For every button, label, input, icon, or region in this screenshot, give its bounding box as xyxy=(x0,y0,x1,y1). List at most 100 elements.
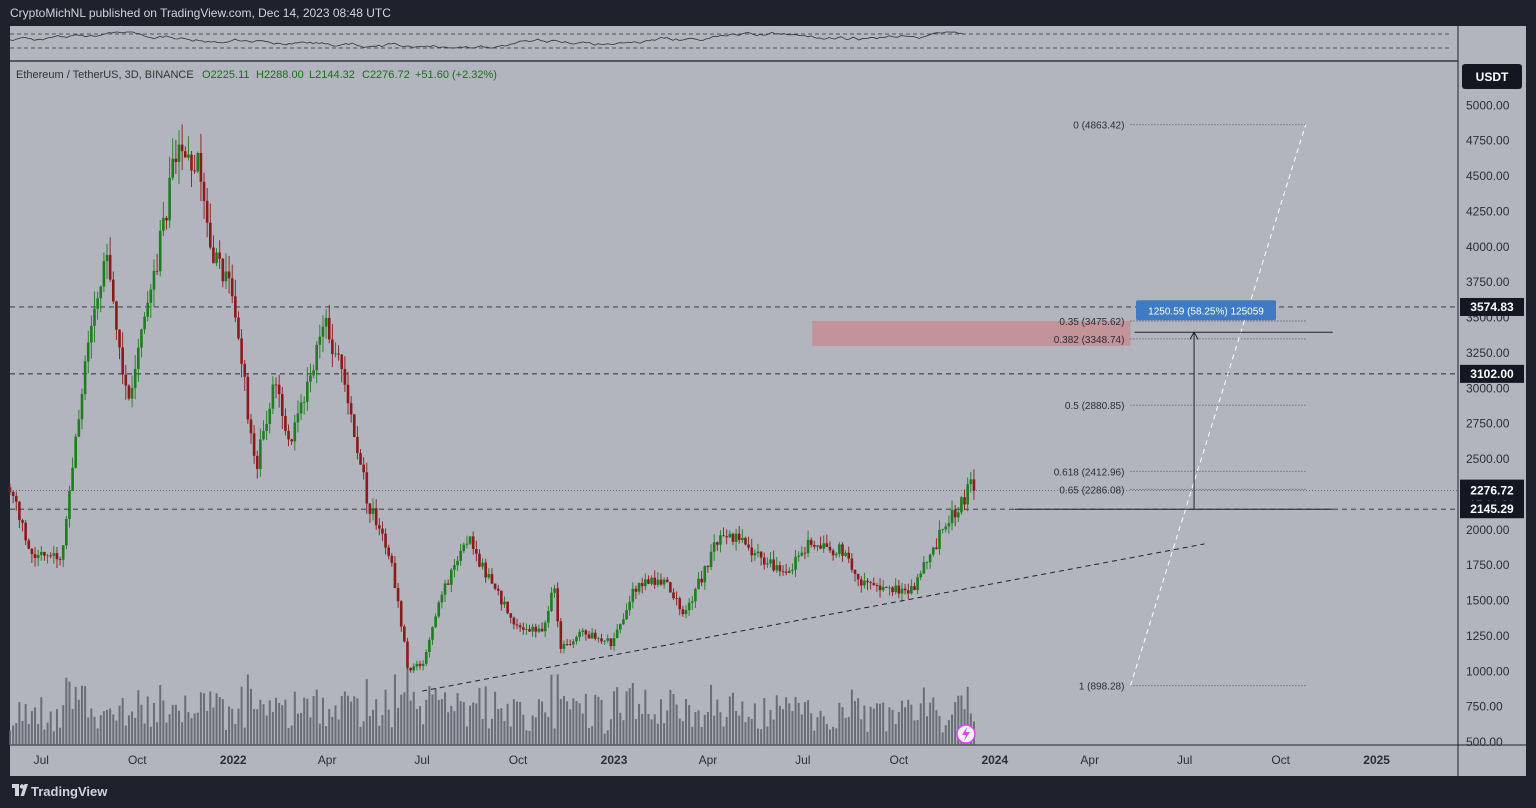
time-tick-label: Apr xyxy=(1080,753,1099,767)
volume-bar xyxy=(891,709,894,745)
volume-bar xyxy=(234,724,237,745)
candle-body xyxy=(662,579,666,585)
volume-bar xyxy=(625,691,628,745)
price-tick-label: 5000.00 xyxy=(1466,98,1510,112)
candle-body xyxy=(412,666,416,671)
measure-tool[interactable]: 1250.59 (58.25%) 125059 xyxy=(1014,300,1333,510)
candle-body xyxy=(424,652,428,664)
candle-body xyxy=(77,419,81,437)
volume-bar xyxy=(722,726,725,745)
lightning-icon[interactable] xyxy=(956,724,976,744)
candle-body xyxy=(105,255,109,262)
volume-bar xyxy=(281,705,284,745)
volume-bar xyxy=(37,724,40,745)
candle-body xyxy=(237,317,240,339)
candle-body xyxy=(381,528,384,534)
volume-bar xyxy=(209,691,212,745)
volume-bar xyxy=(440,699,443,745)
volume-bar xyxy=(334,705,337,745)
candle-body xyxy=(321,326,325,337)
candle-body xyxy=(362,464,365,473)
candle-body xyxy=(703,566,707,583)
candle-body xyxy=(74,436,78,468)
candle-body xyxy=(83,361,87,395)
volume-bar xyxy=(832,726,835,745)
chart[interactable]: 0 (4863.42) 0.35 (3475.62) 0.382 (3348.74)… xyxy=(0,26,1536,776)
candle-body xyxy=(124,374,128,386)
time-tick-label: Oct xyxy=(509,753,528,767)
volume-bar xyxy=(450,705,453,745)
candle-body xyxy=(18,501,21,521)
volume-bar xyxy=(575,700,578,745)
price-label: 2145.29 xyxy=(1470,502,1514,516)
support-trendline[interactable] xyxy=(421,543,1205,692)
candle-body xyxy=(875,585,879,587)
candle-body xyxy=(478,553,481,567)
candle-body xyxy=(428,639,431,653)
candle-body xyxy=(781,571,785,573)
volume-bar xyxy=(221,699,224,745)
candle-body xyxy=(856,573,860,580)
volume-bar xyxy=(531,715,534,745)
candle-body xyxy=(496,588,500,591)
resistance-zone-rect[interactable] xyxy=(812,321,1131,346)
volume-bar xyxy=(162,700,165,745)
volume-bar xyxy=(497,708,500,745)
volume-bar xyxy=(143,723,146,745)
fib-level-label: 0.65 (2286.08) xyxy=(1059,485,1124,496)
candle-body xyxy=(8,487,12,492)
volume-bar xyxy=(825,723,828,745)
volume-bar xyxy=(212,707,215,745)
volume-bar xyxy=(309,717,312,745)
volume-bar xyxy=(960,695,963,745)
volume-bar xyxy=(613,691,616,745)
price-label-bg xyxy=(1460,500,1524,519)
candle-body xyxy=(96,298,99,309)
candle-body xyxy=(440,594,444,603)
candle-body xyxy=(30,548,34,555)
candle-body xyxy=(296,413,300,423)
candle-body xyxy=(481,562,484,567)
volume-bar xyxy=(634,719,637,745)
candle-body xyxy=(11,491,15,496)
volume-bar xyxy=(957,695,960,745)
volume-bar xyxy=(62,705,65,745)
trendline[interactable] xyxy=(421,543,1205,692)
footer-bar: TradingView xyxy=(0,776,1536,808)
candle-body xyxy=(759,551,763,558)
volume-bar xyxy=(34,707,37,745)
candle-body xyxy=(130,388,134,399)
candle-body xyxy=(337,353,340,355)
volume-bar xyxy=(27,723,30,745)
candle-body xyxy=(931,547,935,555)
candle-body xyxy=(331,339,334,355)
candle-body xyxy=(700,578,703,583)
time-tick-label: Jul xyxy=(1177,753,1192,767)
candle-body xyxy=(371,508,375,514)
currency-button[interactable] xyxy=(1462,64,1522,89)
candle-body xyxy=(716,542,719,545)
candle-body xyxy=(709,551,713,568)
candle-body xyxy=(819,545,822,549)
volume-bar xyxy=(275,697,278,745)
price-tick-label: 3750.00 xyxy=(1466,275,1510,289)
volume-bar xyxy=(77,699,80,745)
volume-bar xyxy=(24,704,27,745)
volume-bar xyxy=(932,697,935,745)
volume-bar xyxy=(306,698,309,745)
candle-body xyxy=(180,144,184,152)
candle-body xyxy=(737,533,741,541)
candle-body xyxy=(881,586,885,591)
volume-bar xyxy=(941,732,944,745)
volume-bar xyxy=(788,703,791,745)
candle-body xyxy=(393,562,397,589)
candle-body xyxy=(484,562,488,578)
volume-bar xyxy=(756,728,759,745)
candle-body xyxy=(506,601,509,614)
volume-bar xyxy=(772,719,775,745)
candle-body xyxy=(822,543,826,549)
fib-diagonal-line[interactable] xyxy=(1129,124,1307,686)
volume-bar xyxy=(390,727,393,745)
candle-body xyxy=(287,430,290,440)
candle-body xyxy=(669,582,672,593)
